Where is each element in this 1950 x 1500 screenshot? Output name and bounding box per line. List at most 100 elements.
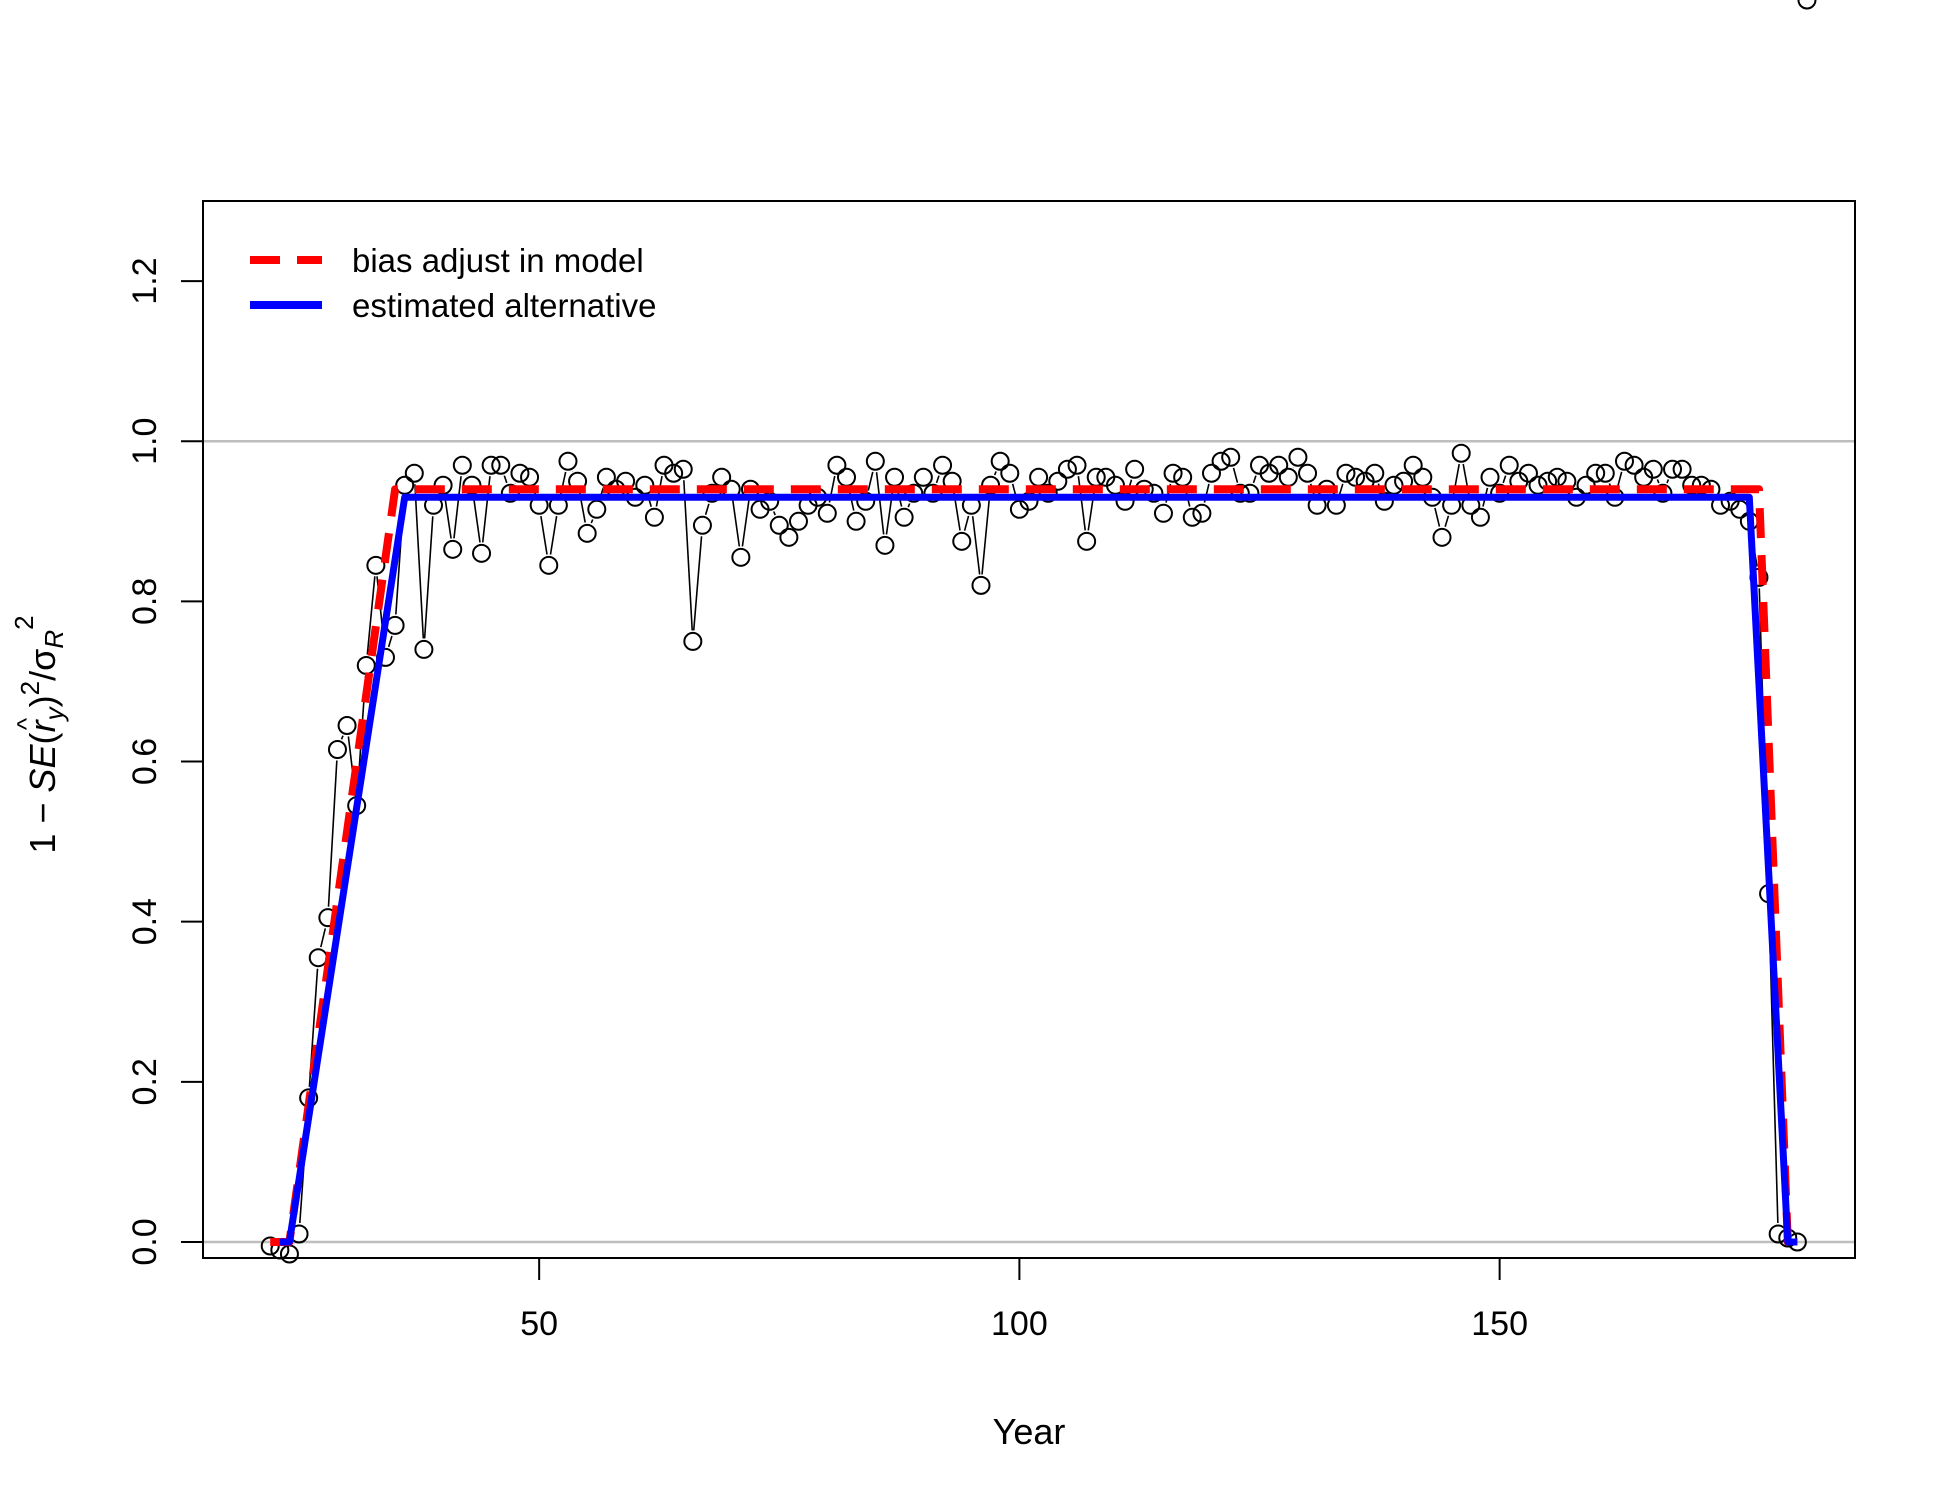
point-connector (1338, 483, 1344, 495)
data-point (1163, 463, 1183, 483)
data-point (779, 527, 799, 547)
point-connector (692, 536, 703, 631)
y-tick-label: 0.8 (126, 578, 164, 625)
point-connector (1616, 471, 1623, 487)
point-connector (549, 516, 558, 555)
point-connector (366, 576, 376, 655)
data-point (395, 475, 415, 495)
data-point (1365, 463, 1385, 483)
data-point (971, 575, 991, 595)
point-connector (971, 516, 981, 575)
data-point (692, 515, 712, 535)
point-connector (683, 480, 694, 631)
data-point (1499, 455, 1519, 475)
y-axis-title-r: r (22, 718, 63, 732)
point-connector (1502, 475, 1507, 484)
point-connector (320, 928, 327, 948)
data-point (1000, 463, 1020, 483)
y-axis-title-sq: 2 (15, 681, 45, 695)
point-connector (590, 519, 594, 524)
data-point (827, 455, 847, 475)
data-point (664, 463, 684, 483)
data-point (981, 475, 1001, 495)
data-point (1518, 463, 1538, 483)
point-connector (993, 471, 997, 476)
data-point (933, 455, 953, 475)
data-point (1403, 455, 1423, 475)
data-point (1528, 475, 1548, 495)
y-tick-label: 0.6 (126, 738, 164, 785)
data-point (1048, 471, 1068, 491)
y-axis-title-open: ( (22, 733, 63, 745)
y-axis-title-lead: 1 − (22, 793, 63, 854)
point-connector (414, 484, 425, 639)
point-connector (1444, 515, 1450, 528)
y-tick-label: 0.0 (126, 1218, 164, 1265)
point-connector (1077, 476, 1087, 531)
y-axis-title-sq2: 2 (9, 615, 39, 629)
data-point (443, 539, 463, 559)
point-connector (907, 503, 911, 508)
point-connector (732, 500, 741, 547)
data-point (875, 535, 895, 555)
data-point (952, 531, 972, 551)
y-axis-title-sigma: σ (22, 649, 63, 671)
point-connector (540, 516, 548, 555)
data-point (404, 463, 424, 483)
data-point (1595, 463, 1615, 483)
y-tick-label: 0.4 (126, 898, 164, 945)
point-connector (773, 511, 776, 516)
data-point (1211, 451, 1231, 471)
data-point (1298, 463, 1318, 483)
data-point (894, 507, 914, 527)
data-point (1057, 459, 1077, 479)
point-connector (1656, 479, 1660, 484)
y-tick-label: 0.2 (126, 1058, 164, 1105)
data-point (491, 455, 511, 475)
data-point (452, 455, 472, 475)
data-point (865, 451, 885, 471)
point-connector (503, 475, 508, 484)
data-point (462, 475, 482, 495)
y-axis-title-R: R (39, 630, 69, 649)
data-point (1614, 451, 1634, 471)
data-point (1221, 447, 1241, 467)
y-axis-title-hat: ^ (11, 718, 41, 731)
data-point (683, 631, 703, 651)
series-lines (270, 485, 1798, 1246)
data-point (510, 463, 530, 483)
x-axis: 50 100 150 (520, 1257, 1528, 1343)
data-point (769, 515, 789, 535)
y-axis-title-slash: / (22, 671, 63, 681)
x-axis-title: Year (993, 1411, 1066, 1452)
data-point (1691, 475, 1711, 495)
data-point (846, 511, 866, 531)
data-point (635, 475, 655, 495)
data-point (1077, 531, 1097, 551)
data-point (337, 715, 357, 735)
data-point (1624, 455, 1644, 475)
data-point (1663, 459, 1683, 479)
point-connector (1232, 467, 1239, 483)
point-connector (981, 496, 991, 575)
data-point (1288, 447, 1308, 467)
data-point (558, 451, 578, 471)
point-connector (963, 515, 970, 531)
data-point (1201, 463, 1221, 483)
data-point (1451, 443, 1471, 463)
data-point (577, 523, 597, 543)
data-point (990, 451, 1010, 471)
data-point (644, 507, 664, 527)
y-axis-title-close: ) (22, 695, 63, 707)
y-axis-title-y: y (39, 705, 69, 722)
y-tick-label: 1.2 (126, 257, 164, 304)
point-connector (1252, 475, 1257, 484)
data-point (327, 740, 347, 760)
point-connector (327, 760, 338, 907)
reference-lines (203, 439, 1855, 1244)
data-point (366, 555, 386, 575)
series-line-estimated-alternative (279, 493, 1798, 1246)
y-axis: 0.0 0.2 0.4 0.6 0.8 1.0 1.2 (126, 257, 204, 1266)
data-point (433, 475, 453, 495)
